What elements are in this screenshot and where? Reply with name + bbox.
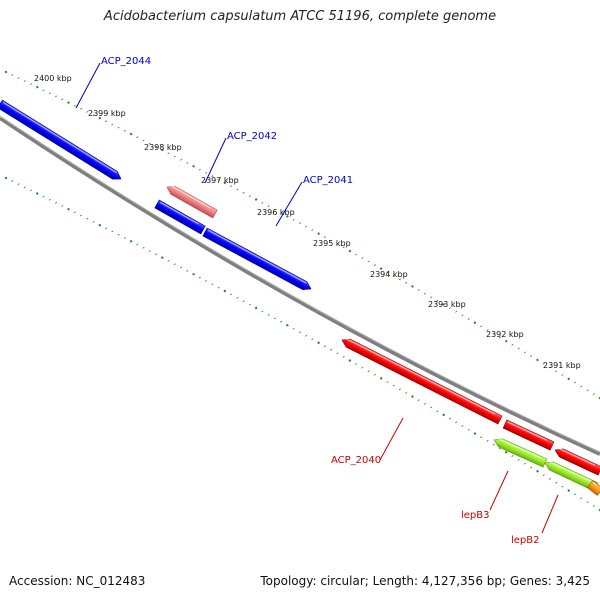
topology-text: Topology: circular; Length: 4,127,356 bp… — [260, 574, 590, 588]
gene-label-ACP_2042[interactable]: ACP_2042 — [227, 131, 277, 142]
inner-ruler-tick — [35, 192, 39, 195]
gene-label-lepB2[interactable]: lepB2 — [511, 535, 540, 546]
outer-ruler-tick — [317, 232, 320, 235]
gene-label-ACP_2040[interactable]: ACP_2040 — [331, 455, 381, 466]
ruler-tick-label: 2397 kbp — [201, 176, 239, 185]
gene-label-leader — [541, 494, 559, 534]
outer-ruler-tick — [504, 339, 508, 343]
gene-ACP_2039[interactable] — [502, 419, 555, 451]
gene-ACP_2040[interactable] — [340, 336, 503, 425]
gene-orange[interactable] — [586, 480, 600, 496]
inner-ruler-tick — [98, 223, 102, 227]
inner-ruler-tick — [411, 395, 414, 398]
outer-ruler-tick — [129, 132, 133, 136]
gene-label-leader — [204, 137, 227, 184]
accession-text: Accession: NC_012483 — [9, 574, 146, 588]
ruler-tick-label: 2398 kbp — [144, 143, 182, 152]
outer-ruler-tick — [379, 267, 383, 270]
inner-ruler-tick — [254, 306, 258, 310]
gene-label-leader — [75, 62, 101, 109]
gene-ACP_2043[interactable] — [154, 199, 206, 235]
inner-ruler-tick — [286, 323, 289, 327]
inner-ruler-tick — [536, 469, 539, 473]
outer-ruler-tick — [286, 215, 289, 218]
ruler-tick-label: 2399 kbp — [88, 109, 126, 118]
gene-ACP_2042[interactable] — [165, 183, 218, 219]
ruler-tick-label: 2394 kbp — [370, 270, 408, 279]
ruler-tick-label: 2391 kbp — [543, 361, 581, 370]
ruler-tick-label: 2400 kbp — [34, 74, 72, 83]
gene-ACP_2044[interactable] — [0, 99, 123, 183]
outer-ruler-tick — [473, 321, 477, 325]
outer-ruler-tick — [411, 285, 414, 288]
ruler-inner-track — [4, 176, 600, 512]
ruler-tick-label: 2396 kbp — [257, 208, 295, 217]
inner-ruler-tick — [567, 489, 571, 492]
outer-ruler-tick — [536, 358, 539, 362]
outer-ruler-tick — [442, 303, 446, 306]
outer-ruler-tick — [67, 101, 70, 104]
inner-ruler-tick — [504, 450, 508, 454]
outer-ruler-tick — [192, 164, 195, 168]
ruler-outer-track — [4, 70, 600, 400]
inner-ruler-tick — [442, 413, 446, 417]
outer-ruler-tick — [160, 148, 164, 152]
backbone-highlight — [0, 115, 600, 453]
inner-ruler-tick — [67, 207, 70, 211]
outer-ruler-tick — [567, 377, 571, 381]
gene-ACP_2038[interactable] — [553, 446, 600, 476]
ruler-tick-label: 2395 kbp — [313, 239, 351, 248]
inner-ruler-tick — [317, 341, 320, 345]
map-title: Acidobacterium capsulatum ATCC 51196, co… — [103, 9, 497, 24]
gene-label-ACP_2041[interactable]: ACP_2041 — [303, 175, 353, 186]
outer-ruler-tick — [4, 70, 8, 74]
inner-ruler-tick — [192, 272, 195, 276]
outer-ruler-tick — [348, 249, 352, 253]
backbone-line — [0, 116, 600, 456]
outer-ruler-tick — [35, 85, 39, 89]
gene-label-lepB3[interactable]: lepB3 — [461, 510, 490, 521]
inner-ruler-tick — [129, 239, 133, 243]
inner-ruler-tick — [379, 377, 383, 380]
gene-label-leader — [275, 181, 303, 227]
inner-ruler-tick — [160, 256, 164, 259]
ruler-tick-label: 2393 kbp — [428, 300, 466, 309]
inner-ruler-tick — [473, 432, 477, 435]
inner-ruler-tick — [223, 289, 227, 293]
outer-ruler-tick — [254, 198, 258, 201]
gene-label-ACP_2044[interactable]: ACP_2044 — [101, 56, 151, 67]
inner-ruler-tick — [4, 176, 8, 180]
gene-label-leader — [379, 417, 404, 461]
inner-ruler-tick — [348, 359, 352, 362]
ruler-tick-label: 2392 kbp — [486, 330, 524, 339]
gene-ACP_2041[interactable] — [202, 227, 313, 293]
gene-lepB3[interactable] — [492, 436, 548, 468]
gene-lepB2[interactable] — [543, 459, 599, 492]
outer-ruler-tick — [223, 181, 227, 185]
gene-label-leader — [489, 470, 509, 511]
outer-ruler-tick — [98, 116, 102, 120]
